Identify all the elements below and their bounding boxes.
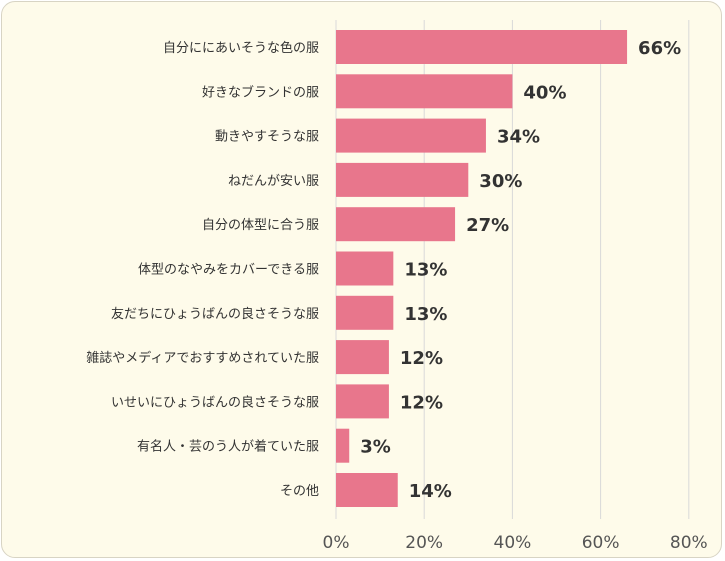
category-label: ねだんが安い服 [228,174,319,189]
bar [336,251,394,286]
category-label: 動きやすそうな服 [215,130,319,145]
data-label: 13% [404,260,447,281]
data-label: 12% [400,348,443,369]
bar [336,428,350,463]
bar [336,162,469,197]
category-label: 自分ににあいそうな色の服 [163,40,319,56]
label-layer: 0% 20% 40% 60% 80% 自分ににあいそうな色の服 66% 好きなブランドの服 40… [86,38,707,553]
data-label: 12% [400,392,443,413]
category-label: 有名人・芸のう人が着ていた服 [137,439,319,455]
data-label: 34% [497,127,540,148]
data-label: 14% [409,481,452,502]
x-tick-label: 20% [405,533,443,553]
data-label: 66% [638,38,681,59]
category-label: いせいにひょうばんの良さそうな服 [111,394,319,410]
category-label: 雑誌やメディアでおすすめされていた服 [86,350,319,366]
x-tick-label: 60% [582,533,620,553]
bar [336,74,513,109]
bar [336,340,389,375]
data-label: 40% [523,82,566,103]
bar [336,295,394,330]
data-label: 27% [466,215,509,236]
category-label: 友だちにひょうばんの良さそうな服 [111,306,319,322]
bar-layer [336,30,628,507]
category-label: 自分の体型に合う服 [202,218,319,233]
data-label: 30% [479,171,522,192]
bar [336,118,486,153]
bar [336,30,628,64]
category-label: その他 [280,484,319,499]
bar [336,473,398,507]
x-tick-label: 80% [670,533,708,553]
data-label: 3% [360,437,391,458]
x-tick-label: 0% [323,533,350,553]
bar [336,207,456,242]
category-label: 体型のなやみをカバーできる服 [138,263,319,278]
category-label: 好きなブランドの服 [202,84,319,100]
bar [336,384,389,419]
data-label: 13% [404,304,447,325]
x-tick-label: 40% [494,533,532,553]
